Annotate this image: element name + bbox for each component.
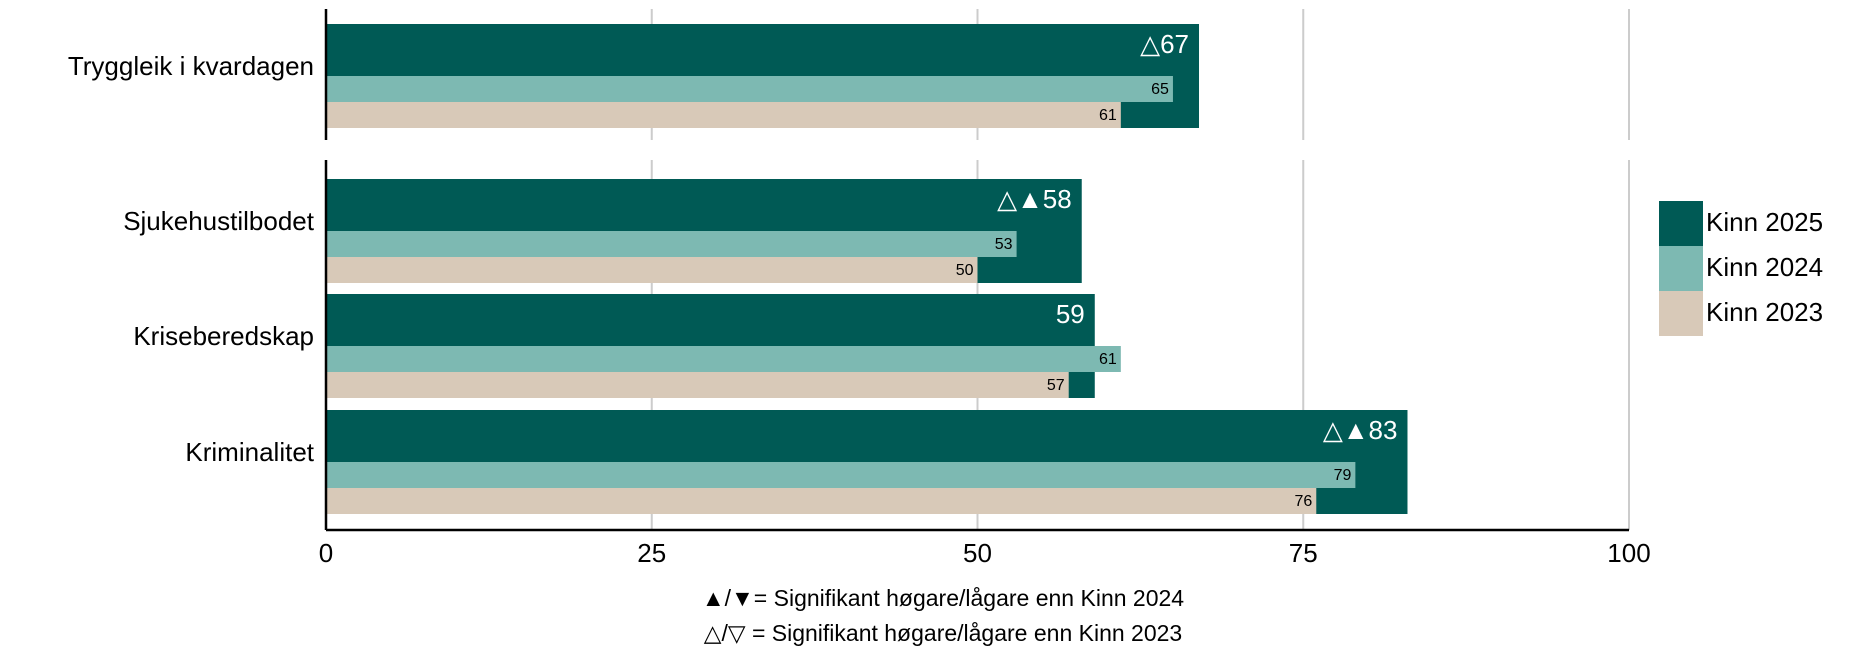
value-label: 59 (1056, 299, 1085, 329)
x-tick-label: 25 (637, 538, 666, 568)
category-label: Sjukehustilbodet (123, 206, 315, 236)
value-label: 50 (956, 262, 974, 279)
category-label: Kriminalitet (185, 437, 314, 467)
value-label: △▲83 (1323, 415, 1398, 445)
bar (326, 346, 1121, 372)
footnote: △/▽ = Signifikant høgare/lågare enn Kinn… (704, 620, 1182, 646)
bar (326, 372, 1069, 398)
footnote: ▲/▼= Signifikant høgare/lågare enn Kinn … (702, 585, 1184, 611)
x-tick-label: 50 (963, 538, 992, 568)
value-label: 79 (1334, 467, 1352, 484)
value-label: 61 (1099, 351, 1117, 368)
legend-label: Kinn 2024 (1706, 252, 1823, 282)
bar (326, 257, 978, 283)
value-label: △67 (1140, 29, 1189, 59)
bar (326, 231, 1017, 257)
value-label: 57 (1047, 377, 1065, 394)
category-label: Tryggleik i kvardagen (68, 51, 314, 81)
legend-label: Kinn 2025 (1706, 207, 1823, 237)
value-label: △▲58 (997, 184, 1072, 214)
bar (326, 102, 1121, 128)
bar (326, 76, 1173, 102)
x-tick-label: 100 (1607, 538, 1650, 568)
legend-label: Kinn 2023 (1706, 297, 1823, 327)
x-tick-label: 75 (1289, 538, 1318, 568)
value-label: 53 (995, 236, 1013, 253)
value-label: 61 (1099, 107, 1117, 124)
legend-swatch (1659, 291, 1703, 336)
bar (326, 462, 1356, 488)
legend-swatch (1659, 201, 1703, 246)
x-tick-label: 0 (319, 538, 333, 568)
value-label: 76 (1294, 493, 1312, 510)
value-label: 65 (1151, 81, 1169, 98)
bar (326, 488, 1317, 514)
category-label: Kriseberedskap (133, 321, 314, 351)
legend-swatch (1659, 246, 1703, 291)
